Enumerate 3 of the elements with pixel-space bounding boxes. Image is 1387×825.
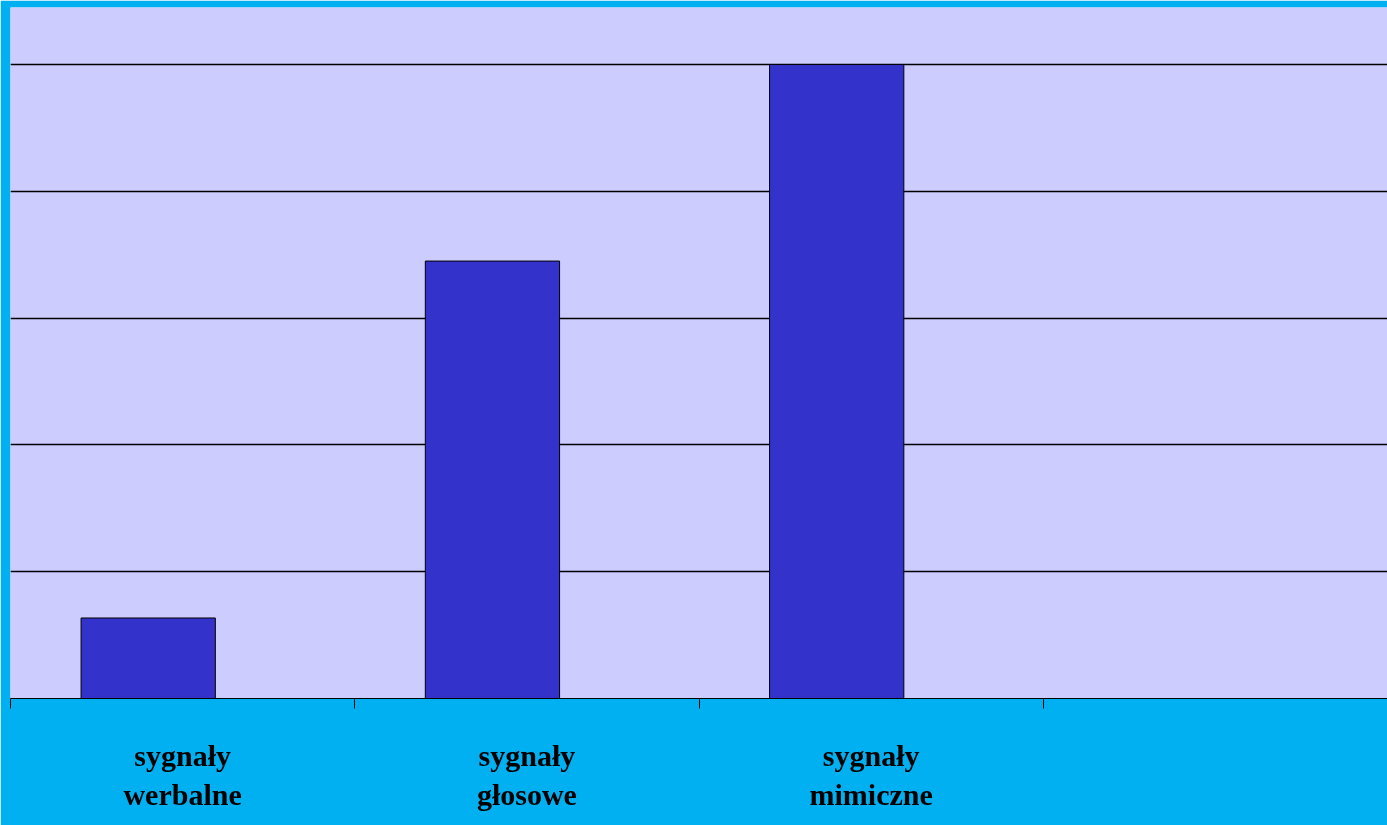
x-tick-label: sygnały głosowe (476, 738, 577, 812)
x-tick-label: sygnały mimiczne (809, 738, 933, 812)
x-tick-label: sygnały werbalne (123, 738, 242, 812)
